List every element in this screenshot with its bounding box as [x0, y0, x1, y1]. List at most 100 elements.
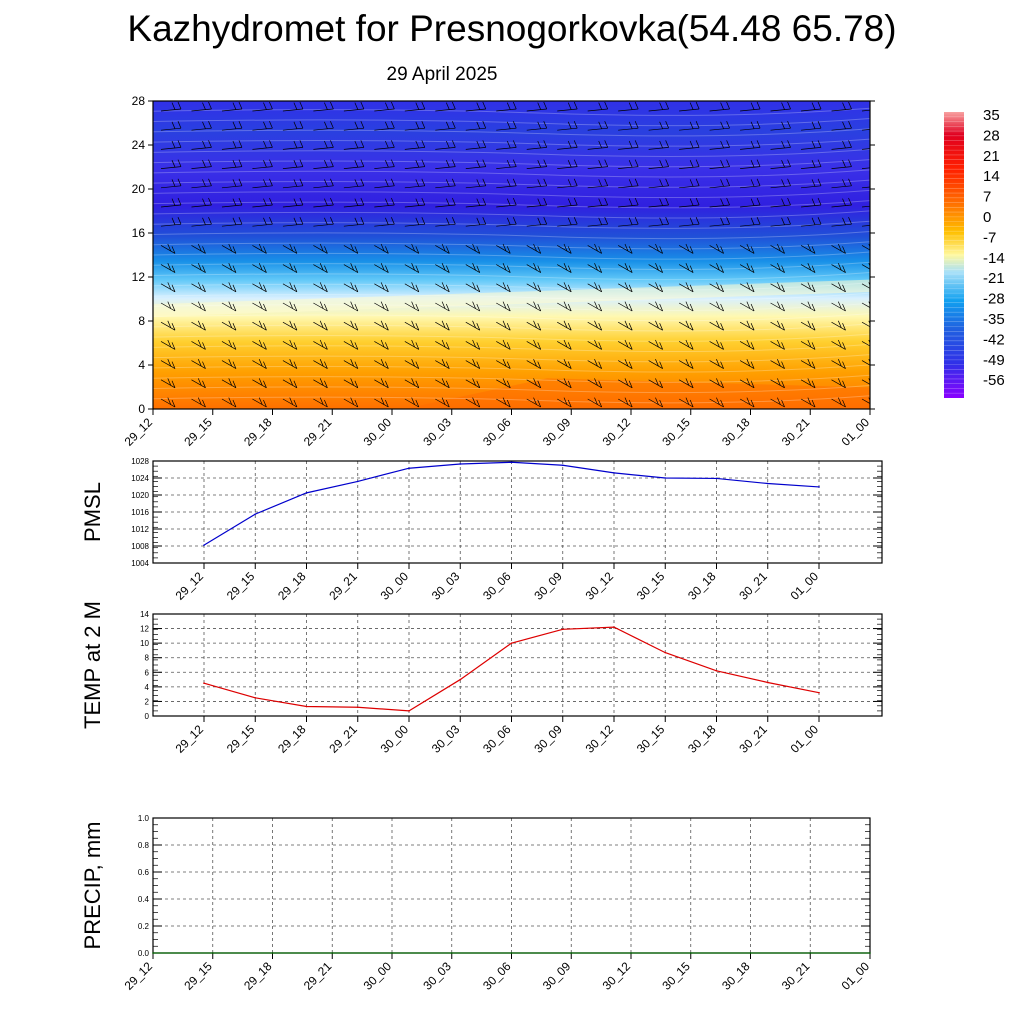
wind-barb-flag	[197, 397, 202, 405]
wind-barb-staff	[618, 398, 633, 408]
wind-barb-staff	[160, 204, 182, 208]
wind-barb-flag	[750, 284, 755, 292]
wind-barb-flag	[567, 323, 572, 331]
wind-barb-flag	[391, 121, 395, 129]
wind-barb	[496, 397, 511, 408]
wind-barb	[587, 159, 609, 169]
wind-barb	[709, 121, 730, 131]
wind-barb-flag	[482, 178, 487, 186]
contour-line	[153, 343, 870, 353]
wind-barb-flag	[208, 140, 212, 148]
wind-barb	[221, 197, 243, 208]
wind-barb-flag	[258, 301, 263, 309]
wind-barb	[800, 243, 816, 254]
wind-barb-flag	[537, 361, 542, 369]
wind-barb-staff	[831, 223, 852, 227]
wind-barb-flag	[781, 399, 785, 408]
wind-barb-flag	[628, 323, 633, 331]
wind-barb-staff	[435, 379, 450, 389]
x-tick-label: 30_00	[378, 722, 412, 756]
wind-barb-staff	[739, 283, 755, 293]
wind-barb-staff	[160, 264, 176, 273]
panel-frame	[152, 613, 883, 717]
wind-barb-flag	[360, 217, 365, 225]
data-point	[356, 480, 359, 483]
wind-barb-flag	[756, 121, 761, 129]
wind-barb-flag	[228, 397, 233, 405]
wind-barb-staff	[374, 127, 395, 131]
wind-barb-flag	[594, 243, 598, 252]
wind-barb	[587, 263, 603, 273]
wind-barb-staff	[435, 321, 450, 331]
wind-barb-staff	[404, 398, 419, 408]
wind-barb	[678, 243, 694, 254]
wind-barb-staff	[374, 166, 395, 169]
wind-barb-flag	[598, 246, 603, 254]
wind-barb-flag	[472, 397, 476, 405]
wind-barb-flag	[665, 217, 669, 225]
y-tick-label: 12	[140, 625, 149, 634]
wind-barb-flag	[506, 217, 511, 225]
wind-barb-staff	[831, 398, 846, 408]
wind-barb-flag	[628, 246, 633, 254]
wind-barb-staff	[709, 127, 730, 131]
wind-barb-staff	[221, 245, 237, 254]
wind-barb-flag	[567, 198, 572, 206]
wind-barb-flag	[842, 140, 846, 149]
wind-barb-flag	[777, 320, 781, 328]
wind-barb-staff	[800, 302, 816, 312]
wind-barb-flag	[258, 359, 263, 367]
wind-barb-flag	[873, 342, 876, 349]
wind-barb-flag	[415, 265, 420, 273]
wind-barb-flag	[573, 217, 578, 225]
wind-barb-flag	[324, 342, 328, 350]
wind-barb-flag	[293, 198, 298, 206]
wind-barb	[831, 178, 852, 189]
y-tick-label: 0.2	[138, 922, 150, 931]
wind-barb-staff	[831, 302, 846, 312]
y-axis-label: PMSL	[80, 482, 105, 542]
wind-barb	[404, 359, 420, 369]
wind-barb	[496, 359, 511, 369]
wind-barb-staff	[801, 223, 822, 227]
wind-barb-staff	[404, 147, 425, 150]
wind-barb	[861, 186, 870, 189]
wind-barb-flag	[726, 159, 730, 167]
wind-barb	[160, 178, 182, 189]
wind-barb-flag	[319, 243, 324, 252]
wind-barb	[374, 320, 389, 331]
colorbar-label: -21	[983, 270, 1005, 287]
wind-barb-staff	[221, 185, 242, 189]
wind-barb-staff	[587, 379, 602, 389]
wind-barb-staff	[709, 302, 724, 312]
wind-barb-flag	[598, 265, 603, 273]
wind-barb-flag	[228, 243, 233, 252]
wind-barb-staff	[801, 166, 822, 169]
wind-barb-flag	[781, 342, 785, 350]
y-tick-label: 8	[138, 314, 145, 328]
wind-barb-flag	[689, 102, 694, 110]
wind-barb-flag	[634, 121, 639, 129]
wind-barb	[739, 282, 755, 293]
wind-barb-staff	[587, 204, 608, 208]
wind-barb-staff	[252, 283, 267, 293]
contour-line	[153, 333, 870, 342]
wind-barb-staff	[709, 108, 730, 112]
wind-barb-flag	[634, 217, 639, 225]
wind-barb	[648, 359, 663, 369]
x-tick-label: 29_15	[181, 959, 215, 993]
wind-barb	[739, 243, 755, 254]
wind-barb-flag	[777, 243, 781, 252]
x-tick-label: 01_00	[788, 722, 822, 756]
wind-barb-flag	[506, 179, 511, 187]
wind-barb-flag	[354, 140, 359, 149]
wind-barb-flag	[472, 263, 476, 271]
wind-barb	[740, 121, 761, 131]
wind-barb-staff	[831, 108, 852, 112]
wind-barb-staff	[191, 166, 212, 169]
wind-barb-flag	[598, 380, 603, 388]
wind-barb-staff	[435, 204, 456, 208]
wind-barb	[313, 140, 334, 150]
wind-barb-staff	[770, 398, 785, 408]
wind-barb	[678, 359, 694, 369]
